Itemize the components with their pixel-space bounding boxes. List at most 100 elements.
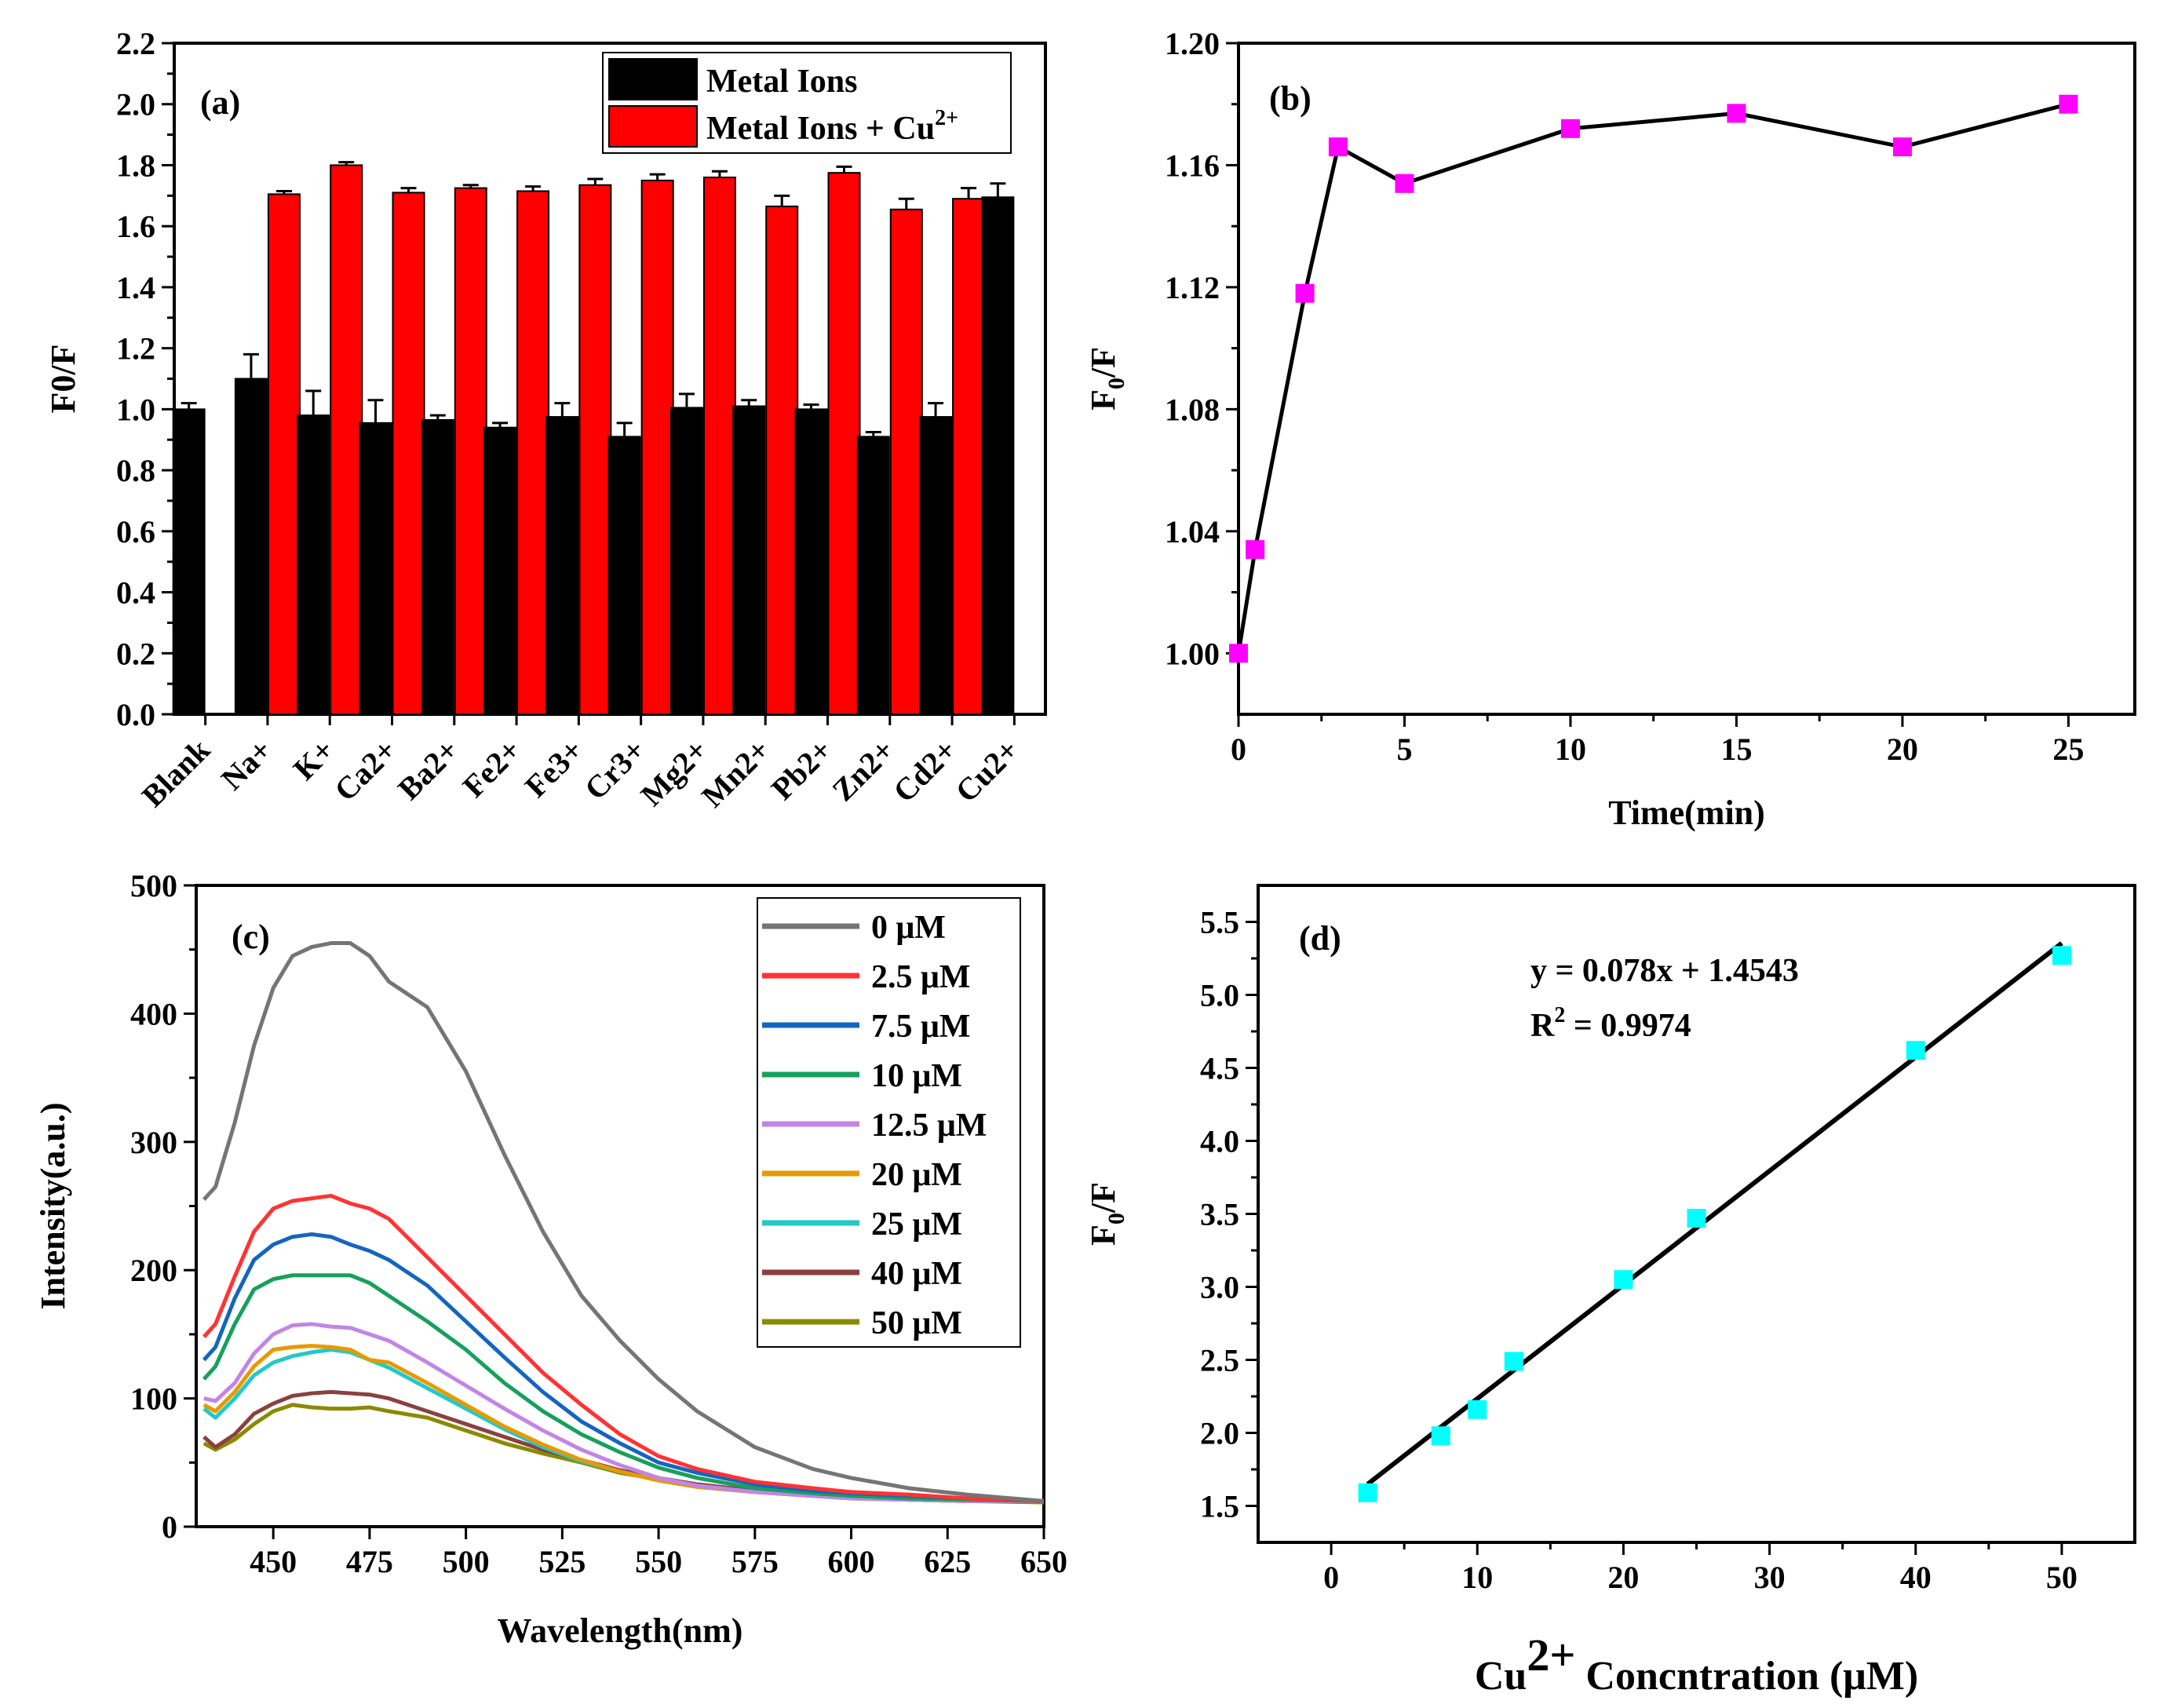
legend-swatch (608, 105, 698, 148)
x-category-label: Cd2+ (886, 732, 963, 809)
y-tick-label: 2.2 (116, 26, 155, 61)
plot-frame (1237, 42, 2136, 716)
legend-label: 25 μM (871, 1206, 962, 1243)
legend-label-text: Metal Ions (706, 64, 858, 100)
bar-metal-ions (981, 196, 1015, 716)
y-tick-label: 4.5 (1200, 1051, 1239, 1086)
data-point (1295, 283, 1315, 303)
x-category-label: Fe3+ (518, 732, 590, 805)
y-tick-label: 1.8 (116, 148, 155, 183)
spectrum-line (202, 1273, 1045, 1503)
x-category-label: Blank (135, 732, 217, 814)
y-axis-label: Intensity(a.u.) (34, 1102, 72, 1309)
data-line (1236, 102, 2070, 654)
bar-metal-ions (732, 405, 766, 716)
bar-metal-ions (421, 418, 454, 715)
bar-metal-ions-cu (952, 198, 986, 716)
y-tick-label: 500 (130, 868, 177, 903)
panel-label: (d) (1299, 919, 1341, 958)
y-label-main: F (1084, 389, 1122, 411)
x-tick-label: 25 (2052, 732, 2084, 767)
fit-r-squared: R2 = 0.9974 (1530, 1003, 1691, 1044)
x-category-label: Fe2+ (456, 732, 528, 805)
fit-equation: y = 0.078x + 1.4543 (1530, 953, 1799, 989)
y-tick-label: 1.5 (1200, 1489, 1239, 1524)
x-category-label: Cu2+ (948, 732, 1025, 809)
legend-label: 10 μM (871, 1058, 962, 1094)
x-tick-label: 5 (1396, 732, 1412, 767)
x-tick-label: 10 (1555, 732, 1586, 767)
r2-sup: 2 (1554, 1003, 1565, 1027)
legend-label: 20 μM (871, 1157, 962, 1193)
legend-swatch (608, 58, 698, 100)
bar-metal-ions-cu (827, 172, 861, 715)
legend-label: 2.5 μM (871, 959, 970, 995)
bar-metal-ions (297, 414, 330, 715)
y-tick-label: 0.6 (116, 514, 155, 549)
bar-metal-ions-cu (765, 205, 799, 715)
y-tick-label: 0.2 (116, 636, 155, 671)
panel-c-spectra-chart: 0 100 200 300 400 500 450 475 500 525 550 575 600 625… (34, 868, 1067, 1650)
data-point (2052, 946, 2071, 965)
panel-label: (b) (1269, 79, 1312, 118)
data-point (1727, 104, 1746, 123)
x-axis-label: Cu2+ Concntration (μM) (1475, 1630, 1918, 1699)
legend-label: Metal Ions + Cu2+ (706, 106, 958, 147)
y-label-main: F (1084, 1224, 1122, 1246)
y-tick-label: 100 (130, 1381, 177, 1417)
spectrum-line (202, 941, 1045, 1503)
spectrum-line (203, 1322, 1044, 1503)
spectrum-line (202, 1193, 1045, 1503)
data-point (1468, 1400, 1487, 1419)
y-tick-label: 1.08 (1165, 392, 1220, 427)
x-tick-label: 20 (1607, 1560, 1639, 1595)
spectrum-line (202, 1348, 1044, 1503)
x-category-label: Zn2+ (825, 732, 901, 808)
y-tick-label: 2.0 (1200, 1416, 1239, 1451)
y-axis-label: F0/F (44, 345, 82, 414)
x-tick-label: 30 (1754, 1560, 1786, 1595)
y-label-tail: /F (1084, 347, 1122, 378)
y-axis-label: F0/F (1084, 347, 1129, 411)
bar-metal-ions (483, 426, 517, 715)
y-tick-label: 2.5 (1200, 1343, 1239, 1378)
panel-label: (a) (200, 83, 240, 122)
x-category-label: Ba2+ (391, 732, 465, 807)
r2-pre: R (1530, 1008, 1555, 1044)
data-point (1431, 1426, 1450, 1446)
y-tick-label: 1.4 (116, 270, 155, 305)
bar-metal-ions-cu (516, 190, 550, 715)
legend-label: 50 μM (871, 1305, 962, 1341)
x-tick-label: 600 (828, 1544, 875, 1579)
r2-post: = 0.9974 (1565, 1008, 1691, 1044)
y-tick-label: 0.8 (116, 453, 155, 488)
y-label-sub: 0 (1104, 1213, 1129, 1224)
legend-label: Metal Ions (706, 64, 858, 100)
legend-label-sup: 2+ (935, 106, 958, 130)
spectrum-line (202, 1232, 1045, 1503)
legend-label-text: Metal Ions + Cu (706, 111, 935, 147)
data-point (1229, 644, 1248, 663)
x-category-label: Pb2+ (764, 732, 839, 807)
x-label-sup: 2+ (1527, 1630, 1575, 1681)
bar-metal-ions-cu (267, 193, 301, 715)
fit-line (1366, 941, 2063, 1487)
bar-metal-ions (669, 407, 703, 716)
x-tick-label: 450 (250, 1544, 297, 1579)
y-tick-label: 0 (162, 1509, 177, 1545)
bar-metal-ions (856, 436, 890, 715)
bar-metal-ions-cu (702, 177, 736, 715)
data-point (1504, 1352, 1523, 1371)
x-tick-label: 0 (1323, 1560, 1339, 1595)
legend-label: 40 μM (871, 1256, 962, 1292)
y-tick-label: 1.6 (116, 209, 155, 244)
y-tick-label: 1.20 (1165, 26, 1220, 61)
bar-metal-ions-cu (330, 164, 363, 716)
x-category-label: Na+ (214, 732, 279, 797)
data-point (1246, 540, 1265, 560)
y-tick-label: 1.16 (1165, 148, 1220, 183)
bar-metal-ions (172, 408, 206, 715)
data-point (1892, 137, 1912, 157)
data-point (2059, 94, 2078, 114)
